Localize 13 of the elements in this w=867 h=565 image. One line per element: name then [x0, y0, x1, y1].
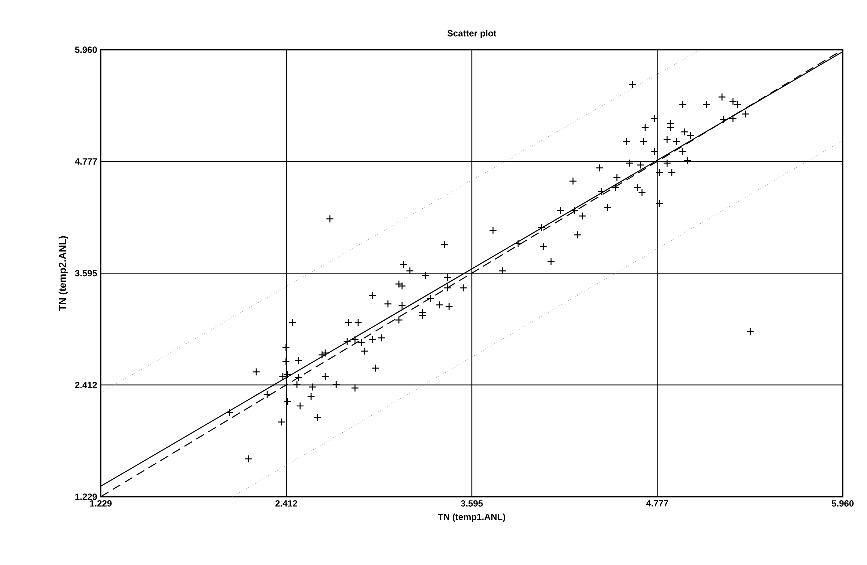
x-tick-label: 5.960 [832, 500, 854, 507]
x-tick-label: 3.595 [461, 500, 484, 507]
x-axis-title: TN (temp1.ANL) [438, 514, 506, 522]
y-tick-label: 1.229 [76, 494, 98, 500]
y-tick-label: 4.777 [75, 158, 98, 165]
y-tick-label: 3.595 [75, 270, 98, 277]
x-tick-label: 2.412 [276, 500, 298, 507]
y-tick-label: 2.412 [75, 382, 98, 388]
x-tick-label: 1.229 [90, 500, 112, 507]
y-axis-title: TN (temp2.ANL) [58, 236, 68, 312]
chart-title: Scatter plot [448, 30, 497, 38]
y-tick-label: 5.960 [75, 46, 98, 54]
x-tick-label: 4.777 [646, 500, 668, 507]
